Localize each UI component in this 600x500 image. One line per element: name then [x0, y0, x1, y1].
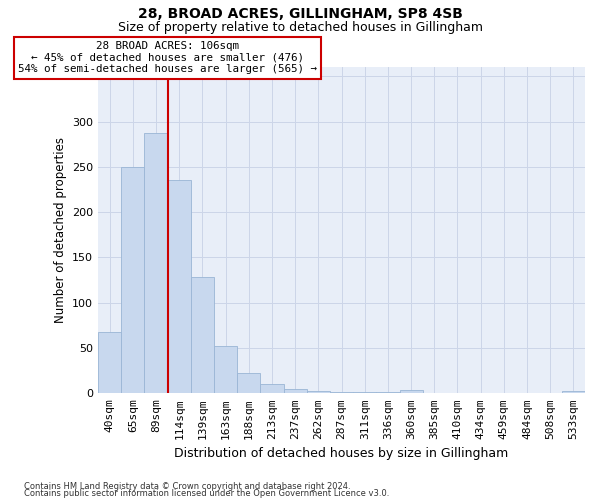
- Bar: [237, 374, 260, 394]
- Bar: [167, 180, 191, 394]
- Bar: [145, 134, 167, 394]
- Text: 28 BROAD ACRES: 106sqm
← 45% of detached houses are smaller (476)
54% of semi-de: 28 BROAD ACRES: 106sqm ← 45% of detached…: [18, 41, 317, 74]
- Bar: [400, 390, 422, 394]
- Y-axis label: Number of detached properties: Number of detached properties: [53, 137, 67, 323]
- Text: Size of property relative to detached houses in Gillingham: Size of property relative to detached ho…: [118, 21, 482, 34]
- Text: Contains HM Land Registry data © Crown copyright and database right 2024.: Contains HM Land Registry data © Crown c…: [24, 482, 350, 491]
- Bar: [353, 392, 376, 394]
- Bar: [191, 278, 214, 394]
- Text: Contains public sector information licensed under the Open Government Licence v3: Contains public sector information licen…: [24, 490, 389, 498]
- Bar: [121, 167, 145, 394]
- Bar: [330, 392, 353, 394]
- Bar: [260, 384, 284, 394]
- Bar: [284, 389, 307, 394]
- Bar: [98, 332, 121, 394]
- Bar: [562, 390, 585, 394]
- Bar: [376, 392, 400, 394]
- Text: 28, BROAD ACRES, GILLINGHAM, SP8 4SB: 28, BROAD ACRES, GILLINGHAM, SP8 4SB: [137, 8, 463, 22]
- X-axis label: Distribution of detached houses by size in Gillingham: Distribution of detached houses by size …: [175, 447, 509, 460]
- Bar: [214, 346, 237, 394]
- Bar: [307, 390, 330, 394]
